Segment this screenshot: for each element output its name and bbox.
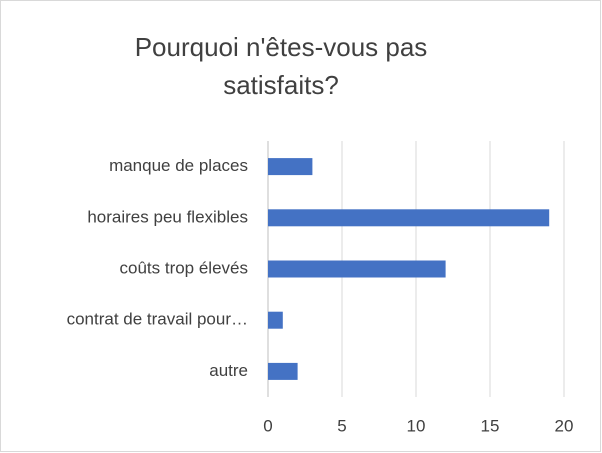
x-tick-label: 15 (481, 416, 500, 435)
bar (268, 311, 283, 329)
bar (268, 260, 446, 278)
x-tick-label: 10 (407, 416, 426, 435)
x-tick-label: 20 (555, 416, 574, 435)
chart-title: Pourquoi n'êtes-vous pas satisfaits? (134, 32, 428, 100)
y-tick-label: autre (209, 361, 248, 380)
bar (268, 362, 298, 380)
y-tick-label: horaires peu flexibles (87, 207, 248, 226)
y-tick-label: manque de places (109, 156, 248, 175)
bar (268, 158, 313, 176)
x-tick-label: 0 (263, 416, 272, 435)
y-tick-label: contrat de travail pour… (67, 310, 248, 329)
y-tick-label: coûts trop élevés (119, 258, 248, 277)
x-tick-label: 5 (337, 416, 346, 435)
bar (268, 209, 550, 227)
